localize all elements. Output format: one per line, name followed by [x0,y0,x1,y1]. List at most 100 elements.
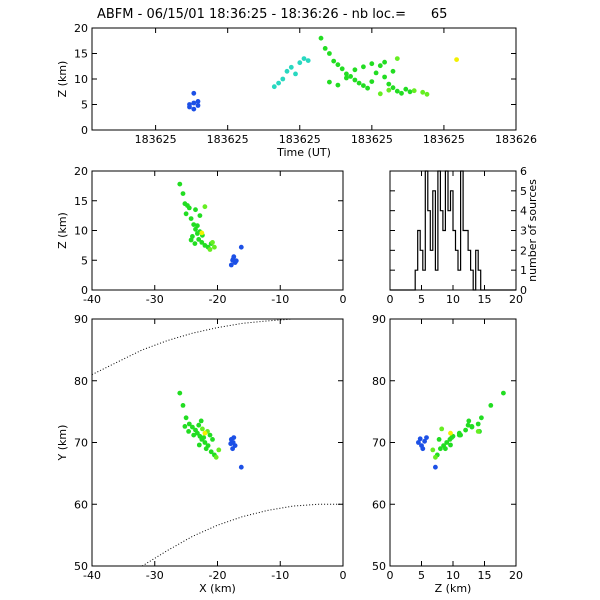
time_z-y-axis-label: Z (km) [56,61,69,98]
time_z-source-point [454,57,459,62]
time_z-y-tick-label: 15 [74,48,88,61]
time_z-source-point [420,89,426,95]
x_y-x-tick-label: -10 [271,569,289,582]
x_y-source-point [200,426,205,432]
x_z-source-point [188,216,194,222]
x_z-source-point [238,244,244,250]
x_z-source-point [192,241,198,247]
z_y-source-point [416,440,421,445]
x_z-source-point [230,257,236,263]
z_y-source-point [436,437,442,442]
time_z-source-point [271,84,277,90]
time_z-source-point [369,61,375,67]
time_z-source-point [297,60,303,66]
x_z-source-point [207,247,213,252]
x_y-source-point [230,446,236,452]
x_y-source-point [216,447,222,453]
histogram-x-tick-label: 20 [509,293,523,306]
x_y-source-point [208,449,214,455]
z_y-x-tick-label: 10 [446,569,460,582]
time_z-source-point [344,75,349,81]
time_z-source-point [327,51,332,56]
z_y-source-point [488,403,494,408]
x-z-plot: -40 -30 -20 -10 0 0 5 10 15 20 Z (km) [56,165,347,306]
z_y-source-point [501,390,506,396]
z_y-source-point [444,440,450,445]
x_z-source-point [190,234,195,239]
histogram-y-tick-label: 0 [520,284,527,297]
time_z-source-point [305,58,311,63]
x_y-source-point [196,422,202,428]
x_y-source-point [190,424,195,430]
histogram-y-tick-label: 5 [520,185,527,198]
z_y-x-tick-label: 15 [478,569,492,582]
z_y-frame [389,318,517,567]
x_y-source-point [191,432,197,438]
x-y-plot: -40 -30 -20 -10 0 50 60 70 80 90 X (km) Y (km) [56,313,347,595]
z_y-source-point [424,435,429,440]
x_y-y-axis-label: Y (km) [56,425,69,462]
z_y-source-point [458,432,463,438]
time_z-source-point [191,100,197,106]
time_z-source-point [322,46,328,51]
time_z-source-point [356,80,362,86]
x_y-y-tick-label: 80 [74,375,88,388]
time_z-source-point [301,56,307,61]
x_y-source-point [203,446,209,452]
time_z-source-point [361,64,366,70]
z-y-plot: 0 5 10 15 20 50 60 70 80 90 Z (km) [372,313,523,595]
time_z-source-point [293,71,298,77]
time_z-source-point [318,35,324,41]
z_y-source-point [466,418,472,424]
z_y-source-point [420,446,426,452]
x_z-source-point [185,203,190,208]
x_y-arc-lower-curve [141,503,343,567]
time_z-source-point [386,87,392,93]
time_z-source-point [361,83,366,88]
x_y-source-point [196,442,202,448]
x_z-source-point [228,262,234,268]
x_z-x-tick-label: -40 [83,293,101,306]
histogram-x-tick-label: 5 [418,293,425,306]
x_z-y-tick-label: 0 [81,284,88,297]
x_y-source-point [238,464,244,470]
z_y-source-point [479,415,484,421]
x_y-source-point [231,435,237,440]
time_z-source-point [373,70,379,76]
x_z-source-point [180,191,186,197]
x_y-x-axis-label: X (km) [199,582,236,595]
x_z-y-tick-label: 15 [74,195,88,208]
time_z-source-point [411,88,417,94]
x_y-y-tick-label: 90 [74,313,88,326]
time_z-source-point [280,76,286,82]
chart-title: ABFM - 06/15/01 18:36:25 - 18:36:26 - nb… [97,7,447,22]
histogram-y-axis-label: number of sources [526,179,539,282]
time_z-y-tick-label: 0 [81,124,88,137]
time_z-source-point [344,71,349,77]
x_y-source-point [180,403,186,408]
time_z-source-point [348,74,353,79]
z_y-source-point [448,442,453,448]
x_y-x-tick-label: -40 [83,569,101,582]
x_y-y-tick-label: 70 [74,437,88,450]
z_y-source-point [438,446,443,452]
time_z-source-point [352,77,358,83]
x_y-source-point [207,432,213,438]
x_z-source-point [191,222,197,228]
histogram-y-tick-label: 2 [520,244,527,257]
x_z-source-point [197,213,203,219]
time_z-source-point [335,82,341,88]
time_z-source-point [191,90,197,96]
z_y-y-tick-label: 50 [372,560,386,573]
time_z-source-point [386,81,392,87]
z_y-source-point [469,424,475,429]
z_y-x-tick-label: 5 [418,569,425,582]
x_y-source-point [198,418,204,424]
time_z-x-tick-label: 183625 [135,133,177,146]
z_y-x-tick-label: 20 [509,569,523,582]
z_y-source-point [422,438,427,444]
time_z-source-point [399,90,404,96]
z_y-source-point [463,427,468,433]
x_z-frame [91,170,344,291]
